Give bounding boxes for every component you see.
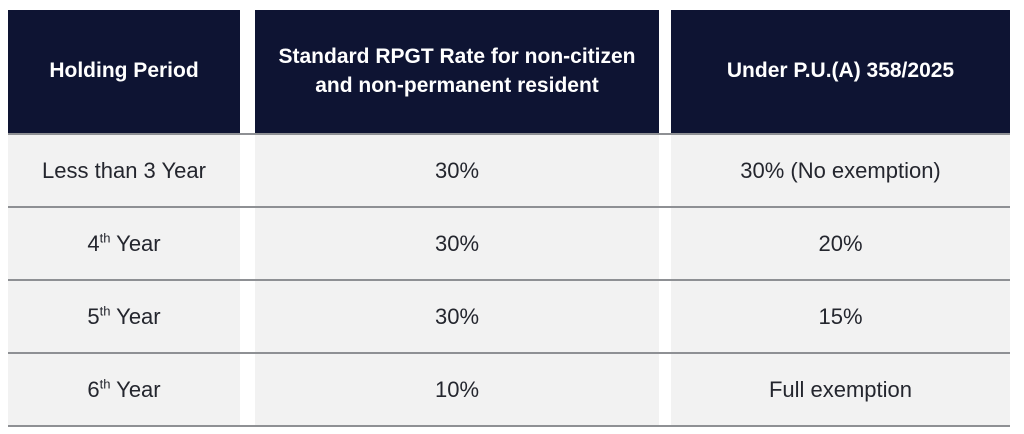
column-gap: [240, 208, 255, 279]
pua-rate-value: 30% (No exemption): [740, 157, 941, 183]
cell-holding-period: 5th Year: [8, 281, 240, 352]
standard-rate-value: 30%: [434, 230, 480, 256]
table-row: 4th Year 30% 20%: [8, 208, 1010, 281]
column-gap: [659, 135, 671, 206]
holding-period-text: 5th Year: [87, 303, 161, 329]
header-label: Under P.U.(A) 358/2025: [726, 59, 955, 83]
cell-holding-period: Less than 3 Year: [8, 135, 240, 206]
pua-rate-value: Full exemption: [768, 376, 913, 402]
pua-rate-value: 15%: [818, 303, 863, 329]
cell-pua-rate: Full exemption: [671, 354, 1010, 425]
header-label: Holding Period: [49, 59, 199, 83]
column-gap: [659, 208, 671, 279]
cell-standard-rate: 30%: [255, 281, 659, 352]
cell-standard-rate: 30%: [255, 135, 659, 206]
table-row: 5th Year 30% 15%: [8, 281, 1010, 354]
cell-holding-period: 4th Year: [8, 208, 240, 279]
header-cell-holding-period: Holding Period: [8, 10, 240, 133]
cell-pua-rate: 15%: [671, 281, 1010, 352]
column-gap: [659, 10, 671, 133]
header-cell-standard-rate: Standard RPGT Rate for non-citizen and n…: [255, 10, 659, 133]
header-label: Standard RPGT Rate for non-citizen and n…: [278, 45, 636, 97]
header-cell-pua-rate: Under P.U.(A) 358/2025: [671, 10, 1010, 133]
column-gap: [240, 354, 255, 425]
rpgt-rate-table: Holding Period Standard RPGT Rate for no…: [8, 10, 1010, 427]
column-gap: [659, 354, 671, 425]
cell-standard-rate: 30%: [255, 208, 659, 279]
column-gap: [659, 281, 671, 352]
cell-pua-rate: 30% (No exemption): [671, 135, 1010, 206]
holding-period-text: 4th Year: [87, 230, 161, 256]
holding-period-text: Less than 3 Year: [42, 157, 206, 183]
standard-rate-value: 30%: [434, 157, 480, 183]
table-header-row: Holding Period Standard RPGT Rate for no…: [8, 10, 1010, 135]
cell-holding-period: 6th Year: [8, 354, 240, 425]
standard-rate-value: 30%: [434, 303, 480, 329]
column-gap: [240, 281, 255, 352]
standard-rate-value: 10%: [434, 376, 480, 402]
column-gap: [240, 135, 255, 206]
pua-rate-value: 20%: [818, 230, 863, 256]
table-row: Less than 3 Year 30% 30% (No exemption): [8, 135, 1010, 208]
holding-period-text: 6th Year: [87, 376, 161, 402]
column-gap: [240, 10, 255, 133]
cell-pua-rate: 20%: [671, 208, 1010, 279]
table-row: 6th Year 10% Full exemption: [8, 354, 1010, 427]
cell-standard-rate: 10%: [255, 354, 659, 425]
